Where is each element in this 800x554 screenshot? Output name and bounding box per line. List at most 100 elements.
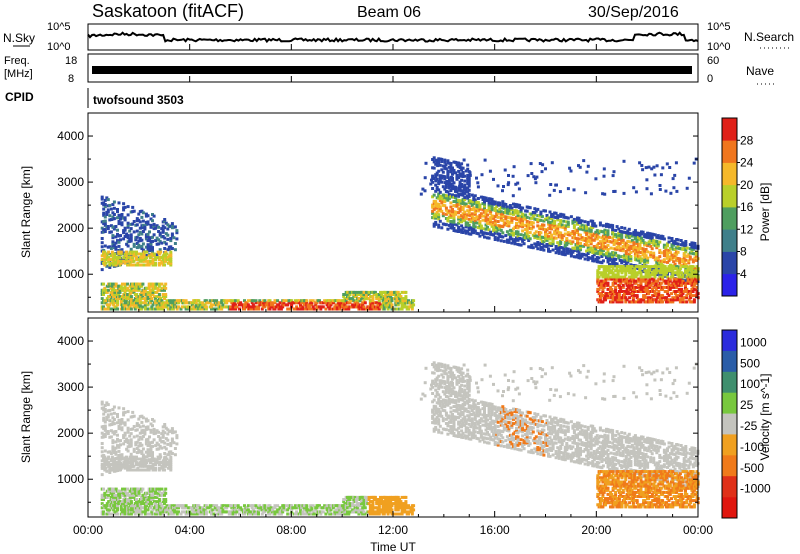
power-cell <box>311 305 315 309</box>
power-cell <box>458 186 462 190</box>
power-cell <box>629 240 633 244</box>
power-cell <box>133 307 137 311</box>
power-cell <box>129 295 133 299</box>
power-cell <box>112 227 116 231</box>
velocity-cell <box>138 444 142 448</box>
power-cell <box>484 223 488 227</box>
power-cell <box>576 231 579 234</box>
power-cell <box>138 237 142 240</box>
power-cell <box>597 252 601 256</box>
power-cell <box>103 221 107 225</box>
power-cell <box>229 307 233 311</box>
power-cell <box>447 209 451 213</box>
velocity-cell <box>166 461 170 465</box>
velocity-cell <box>124 504 128 508</box>
power-cell <box>666 254 669 258</box>
power-cell <box>467 201 471 205</box>
velocity-cell <box>109 512 113 516</box>
power-cell <box>658 255 662 259</box>
velocity-cell <box>131 463 135 466</box>
power-cell <box>434 162 438 166</box>
power-cell <box>688 247 692 251</box>
power-cell <box>617 227 621 231</box>
power-cell <box>443 187 447 191</box>
velocity-cell <box>140 512 144 516</box>
power-cell <box>440 201 444 205</box>
power-cell <box>614 273 618 277</box>
power-cell <box>495 205 499 209</box>
power-cell <box>578 165 582 169</box>
power-cell <box>135 242 139 245</box>
velocity-cell <box>121 510 124 514</box>
power-cell <box>554 247 558 251</box>
power-cell <box>385 299 389 303</box>
power-cell <box>648 265 652 269</box>
power-cell <box>461 197 465 201</box>
power-cell <box>629 250 633 254</box>
power-cell <box>358 293 362 296</box>
power-heatmap <box>100 156 700 311</box>
power-cell <box>118 295 122 299</box>
power-cell <box>511 174 515 178</box>
power-cell <box>662 258 666 262</box>
velocity-cell <box>124 464 128 468</box>
power-cell <box>631 298 635 302</box>
power-cell <box>493 200 497 204</box>
power-cell <box>682 254 686 258</box>
power-cell <box>638 269 642 273</box>
power-cell <box>110 250 114 254</box>
power-cell <box>562 248 566 252</box>
power-cell <box>141 295 145 299</box>
velocity-cell <box>175 442 179 446</box>
power-cell <box>572 236 576 240</box>
power-cell <box>653 283 657 287</box>
velocity-cell <box>163 431 167 435</box>
power-cell <box>467 182 471 186</box>
power-cell <box>637 290 640 293</box>
power-cell <box>552 188 556 192</box>
power-cell <box>379 290 382 294</box>
power-cell <box>603 234 607 238</box>
velocity-cell <box>122 502 126 506</box>
power-cell <box>493 235 497 239</box>
velocity-cell <box>119 491 123 495</box>
power-cell <box>531 246 535 250</box>
power-cell <box>680 294 684 298</box>
power-cell <box>643 260 647 264</box>
power-cell <box>123 216 127 220</box>
power-cell <box>510 208 514 212</box>
power-cell <box>540 215 544 219</box>
velocity-cell <box>156 455 160 459</box>
power-cell <box>124 299 128 303</box>
power-cell <box>645 279 649 283</box>
power-cell <box>536 218 540 222</box>
power-cell <box>624 252 628 255</box>
power-cell <box>126 288 130 292</box>
power-cell <box>672 277 676 281</box>
power-cell <box>460 220 464 224</box>
power-cell <box>681 279 685 283</box>
velocity-cell <box>138 431 142 435</box>
power-cell <box>127 307 131 311</box>
power-cell <box>141 242 145 246</box>
power-cell <box>632 186 636 190</box>
velocity-cell <box>118 461 122 465</box>
power-cell <box>373 290 377 294</box>
power-cell <box>151 259 155 263</box>
power-cell <box>469 220 473 224</box>
velocity-cell <box>129 452 133 456</box>
power-cell <box>647 242 651 246</box>
power-cell <box>163 284 166 288</box>
velocity-cell <box>143 508 147 512</box>
power-cell <box>652 277 656 281</box>
power-cell <box>208 301 212 305</box>
power-cell <box>597 260 601 264</box>
power-cell <box>362 295 366 299</box>
power-cell <box>159 305 163 309</box>
velocity-cell <box>113 464 117 468</box>
power-cell <box>119 299 123 303</box>
power-cell <box>318 299 321 303</box>
power-cell <box>129 235 133 239</box>
power-cell <box>609 265 612 269</box>
power-cell <box>611 271 615 275</box>
